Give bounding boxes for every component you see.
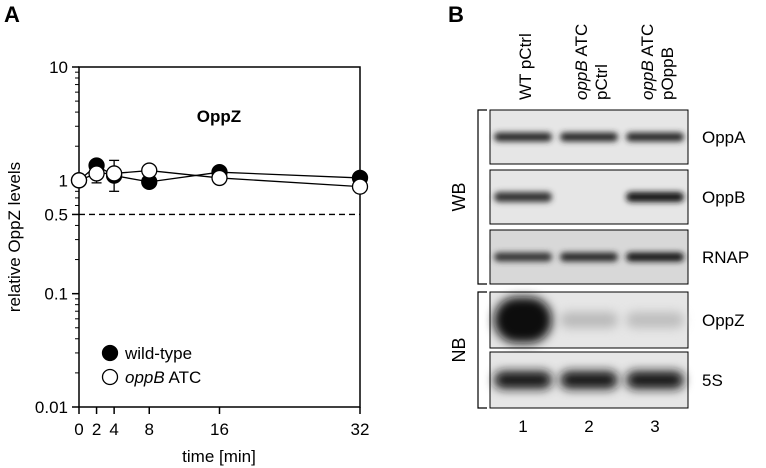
band	[560, 252, 618, 262]
band	[494, 297, 552, 343]
lane-label-line2: pOppB	[658, 47, 677, 100]
panel-label-b: B	[448, 2, 464, 27]
lane-label-line2: pCtrl	[592, 64, 611, 100]
y-tick-label: 0.1	[44, 285, 68, 304]
group-label: NB	[449, 337, 469, 362]
row-label: 5S	[702, 371, 723, 390]
band	[560, 371, 618, 389]
y-tick-label: 10	[49, 58, 68, 77]
lane-number: 1	[518, 417, 527, 436]
lane-label-line1: oppB ATC	[572, 24, 591, 100]
x-tick-label: 0	[74, 420, 83, 439]
band	[626, 312, 684, 328]
legend-marker-oppB-atc	[101, 368, 119, 386]
panel-label-a: A	[4, 2, 20, 27]
lane-number: 3	[650, 417, 659, 436]
band	[494, 252, 552, 262]
legend-label-oppB-italic: oppB	[125, 368, 165, 387]
band	[626, 132, 684, 142]
blot-row-rnap: RNAP	[489, 229, 749, 285]
data-point	[88, 165, 105, 182]
band	[494, 192, 552, 202]
line-chart: OppZ 0.01 0.1 0.5 1 10 0 2 4 8 16 32 time [min] r…	[5, 58, 369, 466]
band	[494, 132, 552, 142]
blot-row-oppa: OppA	[489, 109, 746, 165]
band	[560, 132, 618, 142]
x-tick-label: 4	[109, 420, 118, 439]
lane-number: 2	[584, 417, 593, 436]
x-axis-label: time [min]	[182, 447, 256, 466]
group-bracket	[477, 291, 487, 409]
lane-label-part: ATC	[638, 24, 657, 61]
y-axis-label: relative OppZ levels	[5, 162, 24, 312]
legend-label-oppB-atc: oppB ATC	[125, 368, 201, 387]
band	[560, 312, 618, 328]
data-point	[141, 162, 158, 179]
row-label: OppB	[702, 188, 745, 207]
x-tick-label: 8	[145, 420, 154, 439]
x-tick-label: 32	[351, 420, 370, 439]
row-label: OppZ	[702, 311, 745, 330]
y-tick-label: 1	[59, 171, 68, 190]
group-bracket	[477, 109, 487, 285]
lane-label-line1: WT pCtrl	[516, 33, 535, 100]
legend-label-wild-type: wild-type	[124, 344, 192, 363]
lane-label-part: ATC	[572, 24, 591, 61]
group-label: WB	[449, 183, 469, 212]
blot-row-oppb: OppB	[489, 169, 745, 225]
data-point	[105, 165, 123, 182]
y-tick-label: 0.5	[44, 205, 68, 224]
band	[494, 371, 552, 389]
x-tick-label: 16	[210, 420, 229, 439]
legend-label-oppB-rest: ATC	[165, 368, 202, 387]
data-point	[351, 178, 369, 195]
row-label: RNAP	[702, 248, 749, 267]
x-tick-label: 2	[92, 420, 101, 439]
lane-label-part: WT pCtrl	[516, 33, 535, 100]
row-label: OppA	[702, 128, 746, 147]
band	[626, 252, 684, 262]
y-tick-label: 0.01	[35, 398, 68, 417]
lane-label-part: oppB	[572, 60, 591, 100]
band	[626, 371, 684, 389]
blot-row-5s: 5S	[489, 351, 723, 409]
chart-title: OppZ	[197, 107, 241, 126]
band	[626, 192, 684, 202]
blot-row-oppz: OppZ	[489, 291, 745, 349]
data-point	[70, 172, 88, 189]
lane-label-part: oppB	[638, 60, 657, 100]
data-point	[211, 169, 228, 187]
legend: wild-type oppB ATC	[101, 344, 201, 387]
lane-label: WT pCtrl	[516, 33, 535, 100]
legend-marker-wild-type	[101, 344, 119, 362]
lane-label-line1: oppB ATC	[638, 24, 657, 100]
